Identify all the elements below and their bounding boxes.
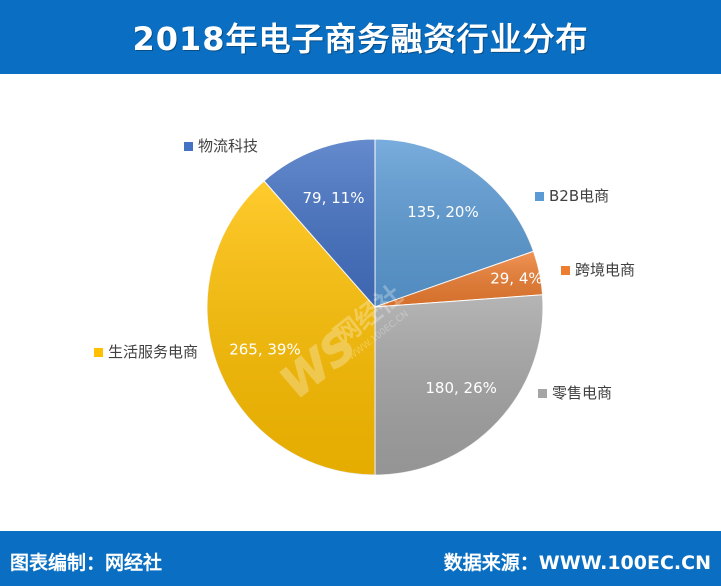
legend-label-4: 生活服务电商 bbox=[108, 343, 198, 361]
data-label-4: 265, 39% bbox=[229, 341, 301, 359]
legend-label-3: 零售电商 bbox=[552, 384, 612, 402]
legend-label-1: B2B电商 bbox=[549, 187, 609, 205]
data-label-5: 79, 11% bbox=[303, 189, 365, 207]
pie-slice-shade-2 bbox=[375, 251, 543, 307]
legend-item-2: 跨境电商 bbox=[561, 261, 635, 279]
data-label-1: 135, 20% bbox=[407, 203, 479, 221]
legend-swatch-2 bbox=[561, 266, 570, 275]
legend-label-2: 跨境电商 bbox=[575, 261, 635, 279]
pie-slice-shade-5 bbox=[264, 139, 375, 307]
data-label-2: 29, 4% bbox=[490, 270, 542, 288]
pie-chart: 135, 20% 29, 4% 180, 26% 265, 39% 79, 11% B2… bbox=[94, 137, 635, 476]
footer-source: 数据来源：WWW.100EC.CN bbox=[443, 552, 711, 574]
legend-swatch-1 bbox=[535, 192, 544, 201]
legend-swatch-5 bbox=[184, 142, 193, 151]
legend-label-5: 物流科技 bbox=[198, 137, 258, 155]
pie-data-labels: 135, 20% 29, 4% 180, 26% 265, 39% 79, 11% bbox=[229, 189, 542, 397]
legend-swatch-3 bbox=[538, 389, 547, 398]
pie-slice-shade-3 bbox=[375, 294, 543, 475]
legend-item-1: B2B电商 bbox=[535, 187, 609, 205]
chart-title: 2018年电子商务融资行业分布 bbox=[132, 20, 589, 58]
legend-item-4: 生活服务电商 bbox=[94, 343, 198, 361]
legend-item-3: 零售电商 bbox=[538, 384, 612, 402]
chart-header: 2018年电子商务融资行业分布 bbox=[0, 0, 721, 74]
data-label-3: 180, 26% bbox=[425, 379, 497, 397]
pie-slices bbox=[206, 138, 544, 476]
chart-footer: 图表编制：网经社 数据来源：WWW.100EC.CN bbox=[0, 531, 721, 586]
plot-area: 135, 20% 29, 4% 180, 26% 265, 39% 79, 11% B2… bbox=[0, 74, 721, 531]
pie-slice-shade-4 bbox=[207, 180, 375, 475]
legend-swatch-4 bbox=[94, 348, 103, 357]
legend-item-5: 物流科技 bbox=[184, 137, 258, 155]
footer-credit: 图表编制：网经社 bbox=[10, 552, 163, 574]
